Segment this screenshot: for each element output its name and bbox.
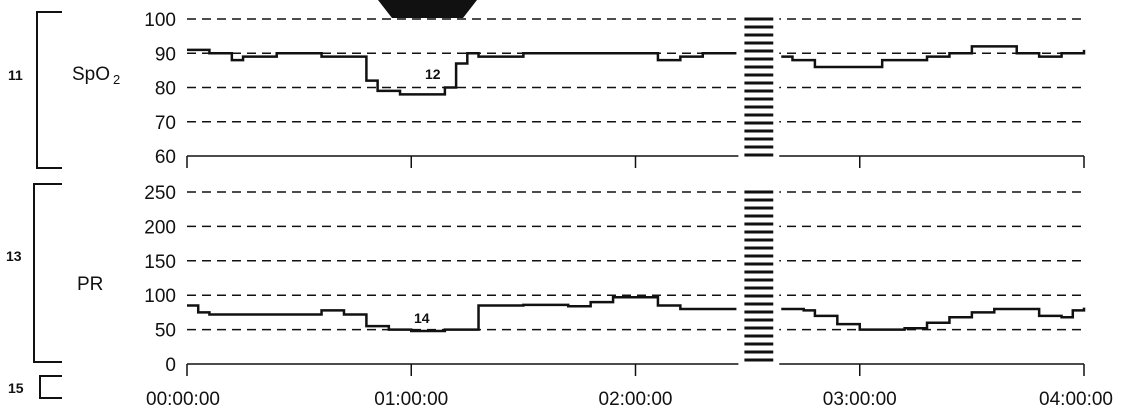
spo2-y-tick-label: 70 [155, 113, 176, 134]
event-marker-icon [378, 0, 477, 18]
spo2-y-tick-label: 60 [155, 147, 176, 168]
spo2-series-line [187, 48, 737, 96]
grid-layer [187, 18, 1084, 331]
series-layer [187, 45, 1086, 333]
time-bracket [39, 375, 62, 399]
spo2-y-tick-label: 100 [144, 10, 176, 31]
tick-layer: 60 70 80 90 100 0 50 100 150 200 250 00:00:00 01:00:… [144, 10, 1113, 410]
spo2-bracket-label: 11 [8, 67, 23, 83]
spo2-break-mask [738, 17, 780, 158]
pr-y-tick-label: 200 [144, 217, 176, 238]
time-bracket-label: 15 [8, 380, 24, 396]
pr-y-tick-label: 50 [155, 321, 176, 342]
pr-y-tick-label: 250 [144, 183, 176, 204]
spo2-callout: 12 [425, 66, 441, 82]
pr-series-line-after-break [781, 307, 1086, 331]
pr-axis-label: PR [77, 274, 103, 295]
spo2-y-tick-label: 90 [155, 44, 176, 65]
x-tick-label: 04:00:00 [1039, 389, 1113, 410]
spo2-y-tick-label: 80 [155, 79, 176, 100]
spo2-bracket [36, 11, 62, 169]
x-tick-label: 00:00:00 [146, 389, 220, 410]
x-tick-label: 03:00:00 [823, 389, 897, 410]
x-tick-label: 01:00:00 [374, 389, 448, 410]
spo2-axis-label: SpO 2 [72, 64, 120, 87]
pr-y-tick-label: 100 [144, 286, 176, 307]
pr-bracket-label: 13 [6, 248, 22, 264]
pr-callout: 14 [414, 310, 430, 326]
pr-y-tick-label: 150 [144, 252, 176, 273]
pr-series-line [187, 296, 737, 333]
axis-break [738, 17, 780, 366]
spo2-series-line-after-break [781, 45, 1086, 69]
pr-y-tick-label: 0 [165, 355, 176, 376]
pr-bracket [33, 183, 62, 363]
x-tick-label: 02:00:00 [599, 389, 673, 410]
